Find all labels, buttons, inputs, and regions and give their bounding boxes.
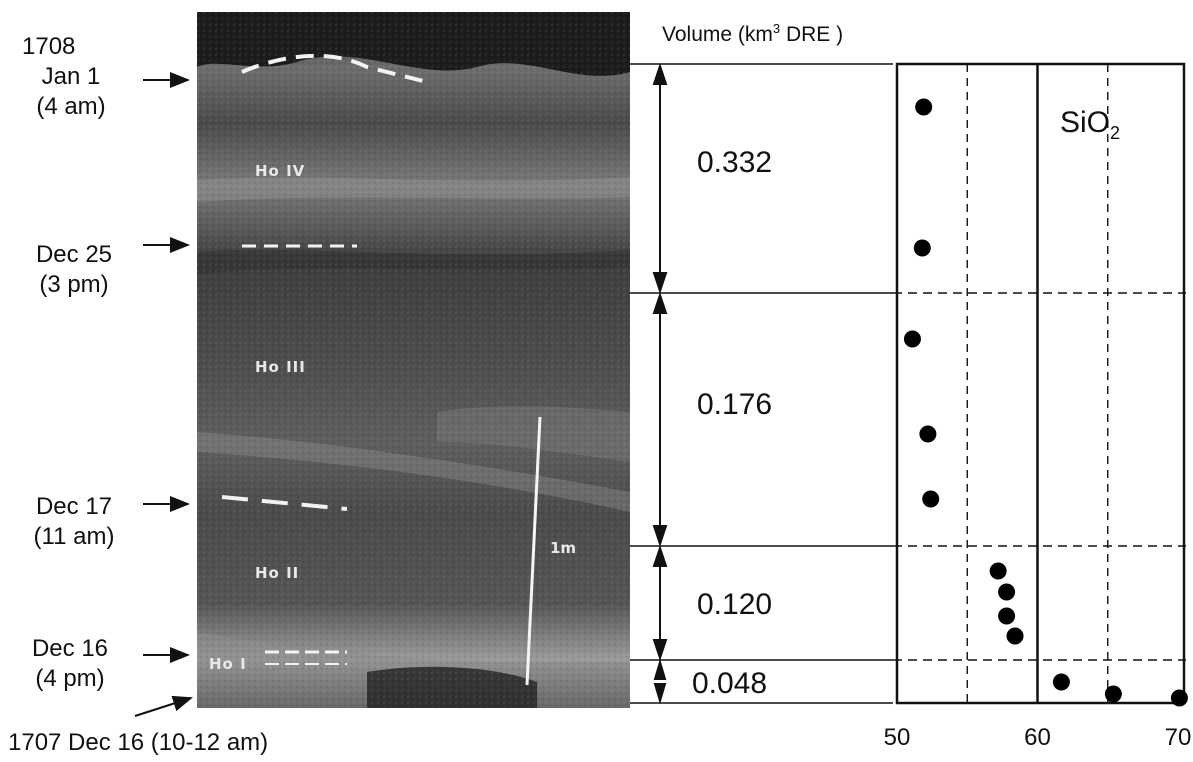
timeline-arrows [134, 72, 193, 717]
sio2-data-point [989, 562, 1007, 580]
volume-value-ho-iv: 0.332 [697, 146, 773, 179]
date-day: Jan 1 [41, 63, 101, 90]
sio2-data-point [1104, 685, 1122, 703]
date-year: 1708 [22, 33, 76, 60]
sio2-data-point [922, 490, 940, 508]
arrow-icon [134, 695, 193, 717]
sio2-data-point [1170, 689, 1188, 707]
chart-frame [895, 62, 1186, 705]
sio2-data-point [915, 98, 933, 116]
volume-title-suffix: DRE ) [780, 23, 844, 46]
x-tick-label: 70 [1165, 724, 1192, 751]
volume-title: Volume (km3 DRE ) [662, 21, 843, 47]
volume-title-prefix: Volume (km [662, 23, 773, 46]
sio2-data-point [913, 239, 931, 257]
volume-frame [630, 62, 893, 705]
sio2-data-point [998, 607, 1016, 625]
unit-label-ho-iii: Ho III [255, 358, 306, 376]
date-day: Dec 25 [35, 241, 113, 268]
scale-label: 1m [550, 539, 577, 557]
outcrop-photo: Ho IV Ho III Ho II Ho I 1m [197, 12, 630, 708]
volume-title-superscript: 3 [772, 21, 781, 36]
date-day: Dec 16 [31, 635, 109, 662]
date-label-dec-17: Dec 17 (11 am) [10, 492, 138, 552]
date-time: (3 pm) [39, 271, 109, 298]
volume-value-ho-iii: 0.176 [697, 388, 773, 421]
x-tick-label: 50 [884, 724, 911, 751]
date-time: (4 pm) [35, 665, 105, 692]
sio2-label-main: SiO [1060, 106, 1111, 139]
date-label-1708-jan-1: 1708 Jan 1 (4 am) [6, 32, 136, 122]
date-label-1707-dec-16: 1707 Dec 16 (10-12 am) [8, 729, 269, 756]
volume-arrows [652, 62, 668, 705]
unit-label-ho-iv: Ho IV [255, 162, 306, 180]
x-tick-label: 60 [1024, 724, 1051, 751]
date-time: (4 am) [36, 93, 106, 120]
sio2-data-point [1006, 627, 1024, 645]
volume-value-ho-i: 0.048 [692, 667, 768, 700]
date-label-dec-16: Dec 16 (4 pm) [6, 634, 134, 694]
sio2-data-point [919, 425, 937, 443]
sio2-label-subscript: 2 [1110, 123, 1121, 143]
date-time: (11 am) [33, 523, 115, 550]
outcrop-drawing [197, 12, 630, 708]
unit-label-ho-i: Ho I [209, 655, 247, 673]
volume-value-ho-ii: 0.120 [697, 588, 773, 621]
sio2-label: SiO2 [1060, 106, 1120, 144]
unit-label-ho-ii: Ho II [255, 564, 300, 582]
scale-bar [525, 416, 542, 686]
date-day: Dec 17 [35, 493, 113, 520]
sio2-data-point [903, 330, 921, 348]
sio2-data-point [1052, 673, 1070, 691]
date-label-dec-25: Dec 25 (3 pm) [10, 240, 138, 300]
sio2-data-point [998, 583, 1016, 601]
